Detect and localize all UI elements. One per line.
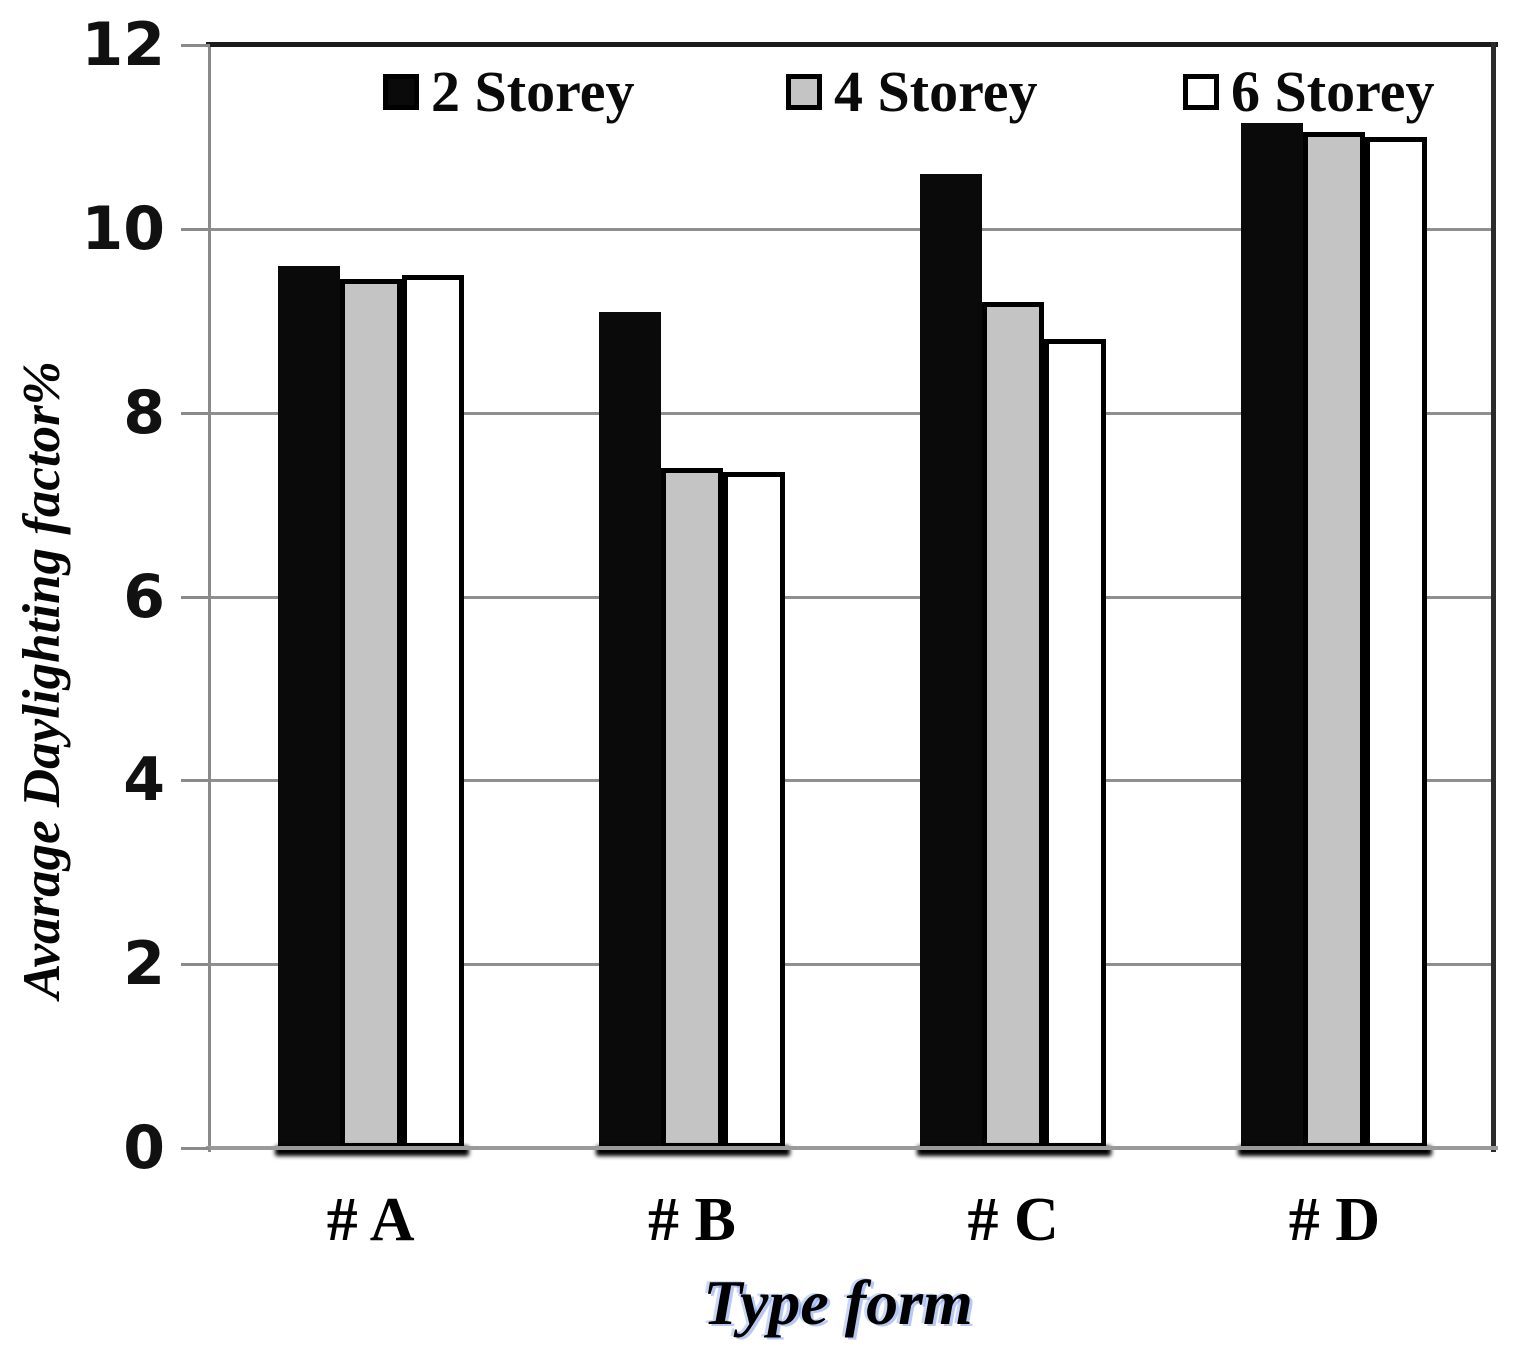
legend-item-2-storey: 2 Storey xyxy=(383,62,635,122)
plot-border-top xyxy=(206,42,1498,47)
bar-group-shadow xyxy=(1238,1146,1433,1156)
legend-item-4-storey: 4 Storey xyxy=(786,62,1038,122)
bar-2-storey xyxy=(277,265,340,1148)
y-axis-tick xyxy=(181,595,210,599)
y-tick-label: 4 xyxy=(123,745,165,816)
legend-marker-2-storey-icon xyxy=(383,74,419,110)
gridline xyxy=(211,227,1491,231)
legend-item-6-storey: 6 Storey xyxy=(1183,62,1435,122)
bar-group-shadow xyxy=(595,1146,790,1156)
x-category-label: # B xyxy=(647,1186,736,1254)
legend-label: 2 Storey xyxy=(431,59,635,124)
bar-group-shadow xyxy=(917,1146,1112,1156)
gridline xyxy=(211,595,1491,599)
y-axis-tick xyxy=(181,963,210,967)
x-category-label: # D xyxy=(1288,1186,1381,1254)
bar-6-storey xyxy=(1365,136,1428,1148)
y-axis-line xyxy=(208,45,211,1152)
y-tick-label: 12 xyxy=(81,10,166,80)
bar-2-storey xyxy=(598,311,661,1148)
y-tick-label: 2 xyxy=(123,929,165,1000)
bar-6-storey xyxy=(401,274,464,1148)
gridline xyxy=(211,411,1491,415)
bar-4-storey xyxy=(982,302,1045,1148)
y-axis-tick xyxy=(181,779,210,783)
bar-6-storey xyxy=(1044,339,1107,1148)
x-category-label: # A xyxy=(326,1186,415,1254)
bar-2-storey xyxy=(1241,123,1304,1148)
bar-4-storey xyxy=(1303,132,1366,1148)
x-axis-line xyxy=(206,1146,1498,1150)
legend-marker-6-storey-icon xyxy=(1183,74,1219,110)
y-axis-tick xyxy=(181,1147,210,1150)
plot-border-right xyxy=(1491,42,1496,1152)
legend: 2 Storey 4 Storey 6 Storey xyxy=(0,62,1513,122)
x-category-label: # C xyxy=(967,1186,1059,1254)
y-axis-tick xyxy=(181,227,210,231)
x-axis-title: Type form xyxy=(703,1267,973,1338)
legend-label: 4 Storey xyxy=(834,59,1038,124)
bar-6-storey xyxy=(722,472,785,1148)
legend-label: 6 Storey xyxy=(1231,59,1435,124)
y-tick-label: 0 xyxy=(123,1113,165,1183)
legend-marker-4-storey-icon xyxy=(786,74,822,110)
y-axis-title: Avarage Daylighting factor% xyxy=(13,361,71,999)
y-tick-label: 8 xyxy=(123,377,165,448)
gridline xyxy=(211,779,1491,783)
bar-group-shadow xyxy=(274,1146,469,1156)
y-tick-label: 6 xyxy=(123,561,165,632)
gridline xyxy=(211,963,1491,967)
y-axis-tick xyxy=(181,411,210,415)
bar-2-storey xyxy=(920,173,983,1148)
y-axis-tick xyxy=(181,44,210,47)
bar-4-storey xyxy=(339,279,402,1148)
y-tick-label: 10 xyxy=(81,193,166,264)
bar-4-storey xyxy=(660,467,723,1148)
